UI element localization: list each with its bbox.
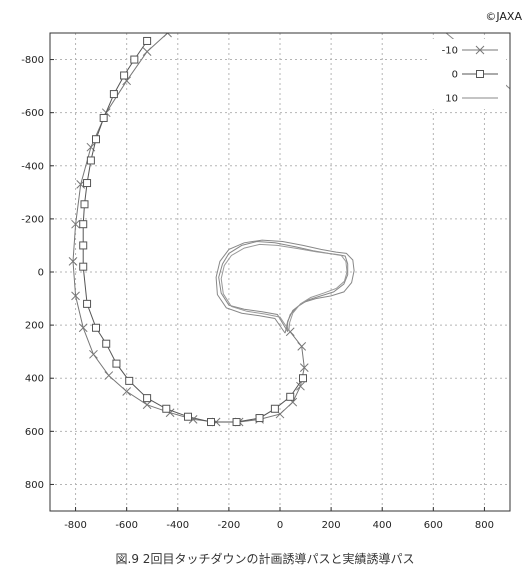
marker-x-stroke <box>288 397 298 407</box>
legend-label: -10 <box>442 46 458 57</box>
series-marker-square <box>232 418 241 427</box>
x-tick-label: -400 <box>166 520 189 531</box>
series-marker-x <box>78 323 88 333</box>
series-marker-square <box>299 374 307 383</box>
y-tick-label: -600 <box>21 108 44 119</box>
series-marker-square <box>83 299 92 308</box>
marker-x-stroke <box>296 381 305 391</box>
marker-x-stroke <box>299 363 309 372</box>
figure-caption: 図.9 2回目タッチダウンの計画誘導パスと実績誘導パス <box>115 552 415 566</box>
marker-x-stroke <box>71 291 80 301</box>
y-tick-label: 0 <box>38 268 44 279</box>
x-axis-ticks: -800 -600 -400 -200 0 200 400 600 800 <box>64 507 494 531</box>
legend-marker-x <box>475 45 485 55</box>
marker-x-stroke <box>475 45 485 55</box>
series-line-path-3 <box>218 240 349 333</box>
marker-x-stroke <box>89 349 98 359</box>
legend-label: 0 <box>452 70 458 81</box>
marker-x-stroke <box>122 76 132 86</box>
y-tick-label: -400 <box>21 161 44 172</box>
y-tick-label: -200 <box>21 214 44 225</box>
series-marker-square <box>143 36 152 45</box>
x-tick-label: 800 <box>475 520 494 531</box>
series-marker-square <box>79 262 88 271</box>
series-marker-x <box>296 381 305 391</box>
series-marker-x <box>68 257 78 266</box>
legend-label: 10 <box>445 94 458 105</box>
x-tick-label: -600 <box>115 520 138 531</box>
y-tick-label: 600 <box>25 427 44 438</box>
series-marker-square <box>92 323 100 332</box>
series-marker-x <box>71 219 80 229</box>
series-marker-x <box>142 47 152 56</box>
y-tick-label: 400 <box>25 374 44 385</box>
series-marker-square <box>120 71 129 80</box>
x-tick-label: 0 <box>277 520 283 531</box>
marker-x-stroke <box>163 33 169 38</box>
series-marker-square <box>92 135 100 144</box>
x-tick-label: 400 <box>373 520 392 531</box>
marker-x-stroke <box>188 415 198 424</box>
marker-x-stroke <box>285 327 295 337</box>
series-marker-square <box>143 394 152 403</box>
y-tick-label: 200 <box>25 321 44 332</box>
series-marker-square <box>102 339 111 348</box>
x-tick-label: -800 <box>64 520 87 531</box>
series-marker-square <box>184 412 192 421</box>
series-marker-square <box>130 55 139 64</box>
series-marker-square <box>79 220 88 229</box>
marker-x-stroke <box>86 142 96 152</box>
series-marker-x <box>297 342 307 351</box>
series-marker-square <box>125 376 134 385</box>
series-marker-square <box>255 414 264 423</box>
marker-x-stroke <box>78 323 88 333</box>
y-axis-ticks: -800 -600 -400 -200 0 200 400 600 800 <box>21 55 54 491</box>
series-marker-square <box>80 200 89 209</box>
legend-marker-square <box>476 70 484 78</box>
series-line-path-4 <box>215 239 355 334</box>
x-tick-label: -200 <box>218 520 241 531</box>
series-marker-x <box>71 291 80 301</box>
series-marker-square <box>109 90 118 99</box>
series-marker-square <box>83 179 92 188</box>
grid <box>50 33 510 511</box>
series-marker-x <box>163 33 172 38</box>
series-group <box>68 33 510 427</box>
series-marker-square <box>86 156 95 165</box>
series-marker-square <box>270 404 279 413</box>
legend: -10 0 10 <box>430 39 506 109</box>
series-marker-square <box>112 359 121 368</box>
marker-x-stroke <box>166 33 172 38</box>
marker-x-stroke <box>68 257 78 266</box>
y-tick-label: 800 <box>25 480 44 491</box>
x-tick-label: 600 <box>424 520 443 531</box>
series-line-path-5 <box>220 243 348 331</box>
series-marker-x <box>104 371 114 380</box>
series-marker-square <box>162 404 171 413</box>
marker-x-stroke <box>71 219 80 229</box>
marker-x-stroke <box>122 387 132 396</box>
series-marker-x <box>122 387 132 396</box>
marker-x-stroke <box>275 409 285 419</box>
plot-frame <box>49 32 511 512</box>
marker-x-stroke <box>104 371 114 380</box>
series-marker-x <box>299 363 309 372</box>
marker-x-stroke <box>297 342 307 351</box>
marker-x-stroke <box>142 47 152 56</box>
series-marker-x <box>89 349 98 359</box>
credit-text: ©JAXA <box>485 10 522 23</box>
series-marker-square <box>99 113 108 122</box>
y-tick-label: -800 <box>21 55 44 66</box>
series-marker-square <box>207 418 215 427</box>
series-marker-square <box>79 241 88 250</box>
series-clip-group <box>68 33 510 427</box>
series-marker-square <box>286 392 295 401</box>
x-tick-label: 200 <box>322 520 341 531</box>
